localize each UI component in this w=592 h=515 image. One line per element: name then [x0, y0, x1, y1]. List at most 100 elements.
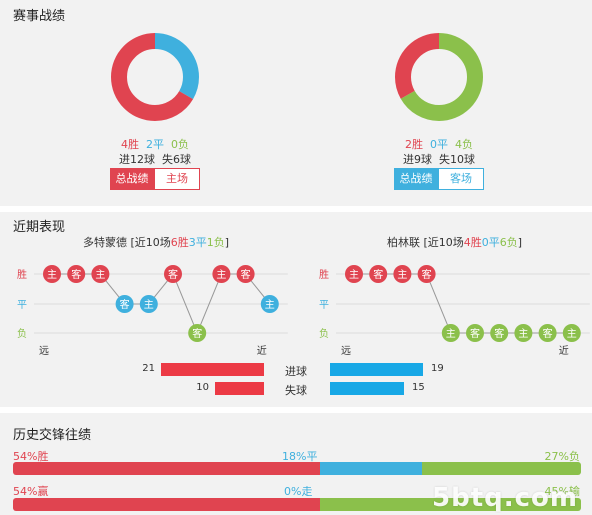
home-conceded-bar: [215, 382, 264, 395]
history-win-segment: [13, 462, 320, 475]
away-match-point[interactable]: 主: [514, 324, 533, 342]
home-win-count: 4胜: [121, 138, 139, 151]
conceded-label: 失球: [285, 384, 307, 397]
svg-text:主: 主: [349, 269, 359, 281]
history-handicap-push-pct: 0%走: [284, 485, 313, 498]
home-venue-button[interactable]: 主场: [154, 168, 200, 190]
home-match-point[interactable]: 客: [115, 295, 134, 313]
svg-text:客: 客: [120, 298, 130, 311]
home-match-point[interactable]: 主: [91, 265, 110, 283]
away-recent-header: 柏林联 [近10场4胜0平6负]: [387, 236, 523, 249]
svg-text:主: 主: [265, 299, 275, 311]
away-donut-win-slice: [395, 33, 483, 121]
away-recent-draw: 0平: [481, 236, 500, 249]
home-conceded: 失6球: [162, 153, 191, 166]
away-row-label-win: 胜: [319, 269, 329, 281]
away-form-line: [354, 273, 572, 334]
away-win-count: 2胜: [405, 138, 423, 151]
home-match-point[interactable]: 客: [67, 265, 86, 283]
home-match-point[interactable]: 客: [236, 265, 255, 283]
away-match-point[interactable]: 主: [345, 265, 363, 283]
recent-section-title: 近期表现: [13, 220, 66, 235]
goals-label: 进球: [285, 365, 307, 378]
svg-text:主: 主: [446, 328, 456, 340]
away-match-point[interactable]: 主: [441, 324, 460, 342]
away-conceded: 失10球: [439, 153, 475, 166]
away-match-point[interactable]: 主: [393, 265, 412, 283]
away-match-point[interactable]: 客: [466, 324, 484, 342]
watermark-logo: 5btq.com: [432, 483, 578, 513]
svg-text:主: 主: [216, 269, 226, 281]
history-handicap-win-segment: [13, 498, 320, 511]
history-result-bar: [13, 462, 581, 475]
away-draw-count: 0平: [430, 138, 448, 151]
away-axis-far-label: 远: [341, 345, 351, 357]
home-goals-bar: [161, 363, 264, 376]
home-draw-count: 2平: [146, 138, 164, 151]
home-recent-win: 6胜: [170, 236, 189, 249]
svg-text:客: 客: [543, 327, 553, 340]
away-recent-form-chart: 胜平负主客主客主客客主客主远近: [319, 265, 590, 357]
home-row-label-draw: 平: [17, 300, 27, 311]
svg-text:客: 客: [494, 327, 504, 340]
away-venue-button[interactable]: 客场: [438, 168, 484, 190]
home-recent-header: 多特蒙德 [近10场6胜3平1负]: [83, 236, 230, 249]
away-match-point[interactable]: 客: [369, 265, 388, 283]
svg-text:主: 主: [518, 328, 528, 340]
home-record-donut: [111, 33, 199, 121]
svg-text:主: 主: [397, 269, 407, 281]
svg-text:主: 主: [95, 269, 105, 281]
away-team-name: 柏林联: [387, 236, 420, 249]
svg-text:主: 主: [567, 328, 577, 340]
away-match-point[interactable]: 客: [490, 324, 509, 342]
svg-text:主: 主: [144, 299, 154, 311]
away-loss-count: 4负: [455, 138, 473, 151]
history-handicap-loss-pct: 45%输: [544, 485, 580, 498]
svg-text:客: 客: [241, 268, 251, 281]
home-match-point[interactable]: 客: [188, 324, 207, 342]
home-row-label-win: 胜: [17, 269, 27, 281]
history-handicap-win-pct: 54%赢: [13, 485, 49, 498]
home-match-point[interactable]: 主: [43, 265, 61, 283]
home-recent-loss: 1负: [206, 236, 225, 249]
home-team-name: 多特蒙德: [83, 236, 127, 249]
history-handicap-loss-segment: [319, 498, 581, 511]
history-section-title: 历史交锋往绩: [13, 428, 92, 443]
home-donut-win-slice: [111, 33, 199, 121]
away-match-point[interactable]: 主: [562, 324, 581, 342]
home-record-toggle: 总战绩 主场: [110, 168, 200, 190]
away-recent-loss: 6负: [499, 236, 518, 249]
away-record-toggle: 总战绩 客场: [394, 168, 484, 190]
away-record-donut: [395, 33, 483, 121]
home-match-point[interactable]: 客: [164, 265, 182, 283]
home-match-point[interactable]: 主: [139, 295, 158, 313]
record-section: 赛事战绩 4胜 2平 0负 进12球 失6球 总战绩 主场 2胜 0平 4负 进…: [0, 0, 592, 206]
home-goals-value: 21: [142, 363, 155, 374]
svg-text:客: 客: [192, 327, 202, 340]
home-total-record-button[interactable]: 总战绩: [110, 168, 154, 190]
home-match-point[interactable]: 主: [260, 295, 279, 313]
away-conceded-bar: [330, 382, 404, 395]
away-conceded-value: 15: [412, 382, 425, 393]
away-total-record-button[interactable]: 总战绩: [394, 168, 438, 190]
away-match-point[interactable]: 客: [538, 324, 557, 342]
away-goals-value: 19: [431, 363, 444, 374]
away-record-summary: 2胜 0平 4负: [379, 136, 499, 152]
home-recent-draw: 3平: [188, 236, 207, 249]
home-recent-form-chart: 胜平负主客主客 主客客主 客主远近: [17, 265, 288, 357]
record-section-title: 赛事战绩: [13, 9, 66, 24]
home-row-label-loss: 负: [17, 327, 27, 340]
home-axis-far-label: 远: [39, 345, 49, 357]
away-goals-summary: 进9球 失10球: [379, 151, 499, 167]
home-axis-near-label: 近: [257, 344, 267, 357]
home-goals: 进12球: [119, 153, 155, 166]
away-recent-win: 4胜: [463, 236, 482, 249]
away-goals: 进9球: [403, 153, 432, 166]
away-match-point[interactable]: 客: [417, 265, 436, 283]
svg-text:主: 主: [47, 269, 57, 281]
history-section: 历史交锋往绩 54%胜 18%平 27%负 54%赢 0%走 45%输 5btq…: [0, 413, 592, 515]
home-match-point[interactable]: 主: [212, 265, 231, 283]
away-row-label-draw: 平: [319, 300, 329, 311]
home-record-summary: 4胜 2平 0负: [95, 136, 215, 152]
history-loss-segment: [421, 462, 581, 475]
